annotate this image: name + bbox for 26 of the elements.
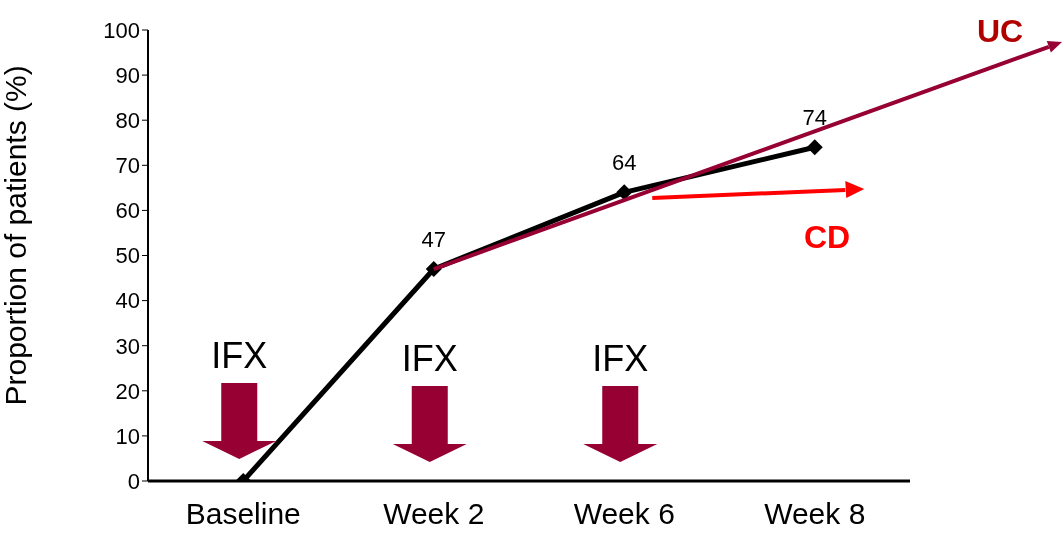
annotation: IFX <box>211 335 268 376</box>
y-tick-label: 100 <box>103 17 140 43</box>
x-tick-label: Week 2 <box>383 497 485 531</box>
y-tick-label: 80 <box>115 108 140 134</box>
y-tick-label: 70 <box>115 153 140 179</box>
annotation: CD <box>803 219 851 255</box>
x-tick-label: Baseline <box>185 497 301 531</box>
annotation: IFX <box>592 338 649 379</box>
data-label: 47 <box>421 227 446 253</box>
y-axis-title: Proportion of patients (%) <box>0 65 32 406</box>
annotation: IFX <box>401 338 458 379</box>
y-tick-label: 0 <box>127 468 140 494</box>
y-tick-label: 30 <box>115 333 140 359</box>
data-label: 74 <box>802 105 827 131</box>
y-tick-label: 40 <box>115 288 140 314</box>
text: UC <box>976 13 1024 49</box>
x-tick-label: Week 8 <box>764 497 866 531</box>
y-tick-label: 90 <box>115 62 140 88</box>
point <box>806 139 823 156</box>
x-tick-label: Week 6 <box>573 497 675 531</box>
data-label: 64 <box>612 150 637 176</box>
y-tick-label: 50 <box>115 243 140 269</box>
point <box>616 184 633 201</box>
y-tick-label: 10 <box>115 423 140 449</box>
y-tick-label: 60 <box>115 198 140 224</box>
y-tick-label: 20 <box>115 378 140 404</box>
